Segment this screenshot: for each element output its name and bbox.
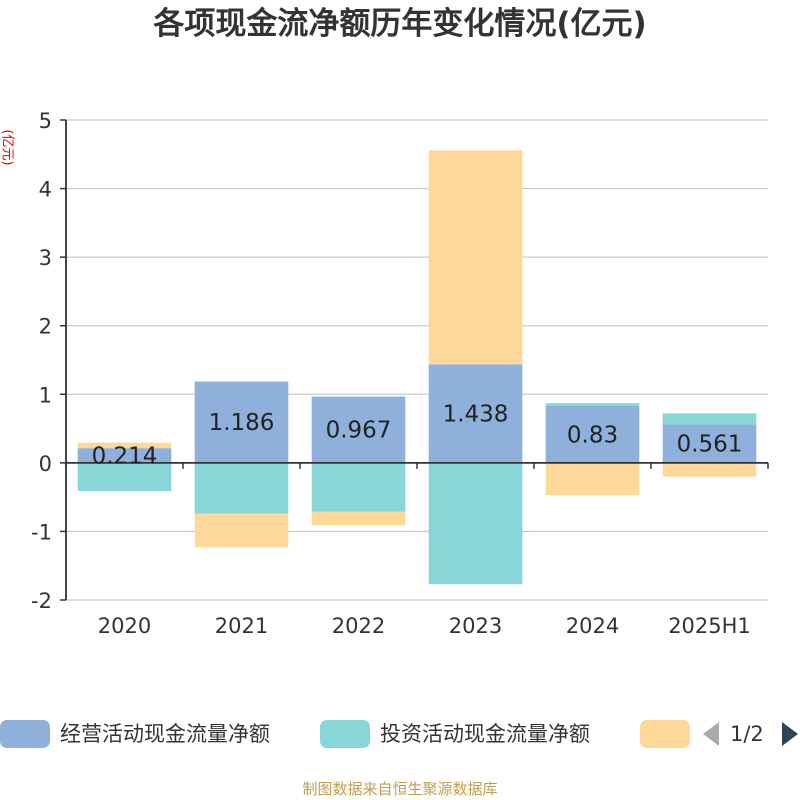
data-label-2024: 0.83 bbox=[567, 422, 618, 448]
bar-series-0-2023 bbox=[428, 364, 523, 463]
source-note: 制图数据来自恒生聚源数据库 bbox=[302, 780, 498, 798]
data-label-2023: 1.438 bbox=[443, 402, 509, 428]
x-tick-label: 2024 bbox=[566, 614, 619, 638]
bar-series-0-2024 bbox=[545, 405, 640, 463]
chart-title: 各项现金流净额历年变化情况(亿元) bbox=[153, 6, 647, 42]
data-labels: 0.214 1.186 0.967 1.438 0.83 0.561 bbox=[92, 402, 743, 470]
axes: -2 -1 0 1 2 3 4 5 2020 2021 2022 2023 2024 2025H1 bbox=[31, 109, 769, 638]
bar-series-2-2021 bbox=[194, 513, 289, 548]
y-tick-label: 4 bbox=[39, 178, 52, 202]
bar-series-1-2021 bbox=[194, 462, 289, 514]
bar-series-0-2025H1 bbox=[662, 424, 757, 463]
bars bbox=[77, 150, 757, 585]
bar-series-2-2023 bbox=[428, 150, 523, 365]
bar-series-2-2025H1 bbox=[662, 462, 757, 477]
y-tick-label: -1 bbox=[31, 520, 52, 544]
legend: 经营活动现金流量净额 投资活动现金流量净额 1/2 bbox=[0, 714, 800, 754]
grid-lines bbox=[66, 119, 768, 601]
bar-series-1-2023 bbox=[428, 462, 523, 585]
bar-series-0-2022 bbox=[311, 396, 406, 463]
x-tick-label: 2020 bbox=[98, 614, 151, 638]
y-tick-label: 3 bbox=[39, 246, 52, 270]
y-tick-label: 1 bbox=[39, 383, 52, 407]
x-tick-label: 2023 bbox=[449, 614, 502, 638]
legend-label-operating: 经营活动现金流量净额 bbox=[60, 722, 270, 746]
bar-series-1-2022 bbox=[311, 462, 406, 512]
x-tick-label: 2022 bbox=[332, 614, 385, 638]
legend-swatch-financing bbox=[640, 720, 690, 748]
bar-series-2-2024 bbox=[545, 462, 640, 496]
data-label-2022: 0.967 bbox=[326, 418, 392, 444]
y-tick-label: 5 bbox=[39, 109, 52, 133]
bar-series-0-2021 bbox=[194, 381, 289, 463]
x-tick-label: 2021 bbox=[215, 614, 268, 638]
bar-series-1-2020 bbox=[77, 462, 172, 491]
legend-prev-page-icon[interactable] bbox=[703, 722, 719, 746]
data-label-2020: 0.214 bbox=[92, 444, 158, 470]
data-label-2025H1: 0.561 bbox=[677, 432, 743, 458]
bar-series-1-2025H1 bbox=[662, 413, 757, 425]
bar-series-0-2020 bbox=[77, 448, 172, 463]
legend-page-indicator: 1/2 bbox=[730, 722, 764, 746]
legend-label-investing: 投资活动现金流量净额 bbox=[380, 722, 590, 746]
legend-next-page-icon[interactable] bbox=[782, 722, 798, 746]
bar-series-1-2024 bbox=[545, 403, 640, 406]
y-tick-label: 2 bbox=[39, 315, 52, 339]
x-tick-label: 2025H1 bbox=[668, 614, 751, 638]
chart-area: -2 -1 0 1 2 3 4 5 2020 2021 2022 2023 2024 2025H1 0.2… bbox=[31, 109, 769, 638]
bar-series-2-2022 bbox=[311, 511, 406, 526]
data-label-2021: 1.186 bbox=[209, 410, 275, 436]
legend-swatch-operating bbox=[0, 720, 50, 748]
y-tick-label: -2 bbox=[31, 589, 52, 613]
legend-swatch-investing bbox=[320, 720, 370, 748]
y-tick-label: 0 bbox=[39, 452, 52, 476]
bar-series-2-2020 bbox=[77, 442, 172, 449]
